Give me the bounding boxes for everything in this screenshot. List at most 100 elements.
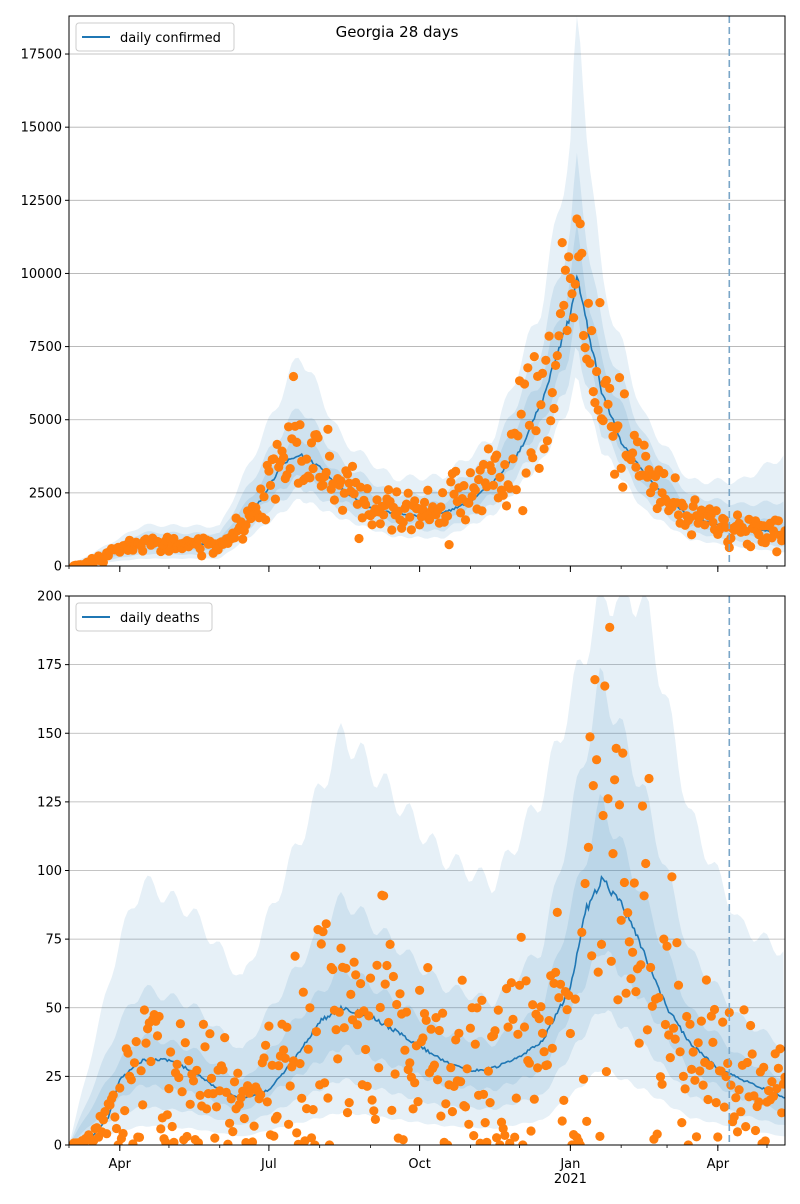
data-point (537, 368, 548, 378)
data-point (588, 387, 598, 397)
data-point (495, 472, 505, 482)
data-point (644, 773, 654, 784)
data-point (555, 309, 566, 319)
data-point (592, 366, 602, 377)
data-point (641, 451, 651, 461)
data-point (583, 298, 594, 308)
data-point (279, 1045, 289, 1055)
data-point (537, 1028, 548, 1038)
data-point (654, 993, 664, 1003)
data-point (678, 501, 689, 511)
y-tick-label: 17500 (21, 48, 62, 63)
data-point (629, 878, 639, 888)
data-point (249, 1121, 259, 1131)
legend-label: daily deaths (120, 611, 200, 626)
data-point (365, 973, 376, 983)
data-point (306, 1133, 317, 1143)
data-point (415, 985, 425, 995)
data-point (508, 1014, 518, 1024)
data-point (552, 351, 562, 361)
data-point (673, 510, 684, 520)
data-point (503, 1022, 513, 1032)
data-point (120, 1106, 130, 1116)
data-point (631, 462, 641, 472)
data-point (670, 1034, 680, 1044)
data-point (544, 1016, 554, 1026)
data-point (164, 1084, 174, 1094)
data-point (542, 1060, 553, 1070)
data-point (470, 485, 480, 495)
data-point (570, 994, 580, 1004)
data-point (673, 980, 684, 990)
data-point (424, 515, 435, 525)
data-point (367, 1095, 377, 1105)
data-point (139, 1005, 149, 1015)
data-point (592, 755, 602, 765)
data-point (732, 510, 743, 520)
data-point (395, 989, 405, 999)
data-point (372, 495, 382, 505)
data-point (551, 967, 561, 978)
data-point (349, 957, 359, 967)
x-tick-label: Jul (260, 1157, 277, 1172)
data-point (590, 398, 600, 408)
data-point (410, 496, 420, 506)
data-point (567, 289, 577, 299)
data-point (498, 490, 508, 500)
data-point (123, 1048, 133, 1058)
data-point (221, 1087, 231, 1097)
data-point (741, 1122, 751, 1132)
data-point (701, 975, 712, 985)
data-point (628, 448, 638, 458)
data-point (272, 1111, 282, 1121)
data-point (436, 502, 446, 512)
data-point (736, 1107, 746, 1117)
data-point (446, 1063, 456, 1073)
data-point (169, 533, 179, 544)
data-point (526, 1126, 536, 1136)
data-point (700, 520, 710, 530)
data-point (608, 431, 618, 441)
data-point (449, 489, 459, 499)
y-tick-label: 0 (54, 1139, 62, 1154)
data-point (279, 452, 289, 462)
data-point (370, 1114, 380, 1124)
data-point (374, 1063, 384, 1073)
y-tick-label: 5000 (29, 413, 62, 428)
data-point (362, 1081, 372, 1091)
data-point (264, 1021, 274, 1031)
data-point (610, 775, 620, 785)
data-point (721, 1071, 731, 1082)
data-point (659, 468, 669, 479)
data-point (775, 1044, 785, 1054)
data-point (685, 1019, 695, 1029)
data-point (511, 485, 521, 495)
data-point (746, 542, 756, 552)
data-point (595, 298, 605, 308)
data-point (488, 480, 498, 490)
legend-box (75, 602, 213, 632)
data-point (477, 995, 487, 1006)
data-point (669, 1023, 679, 1033)
data-point (264, 466, 274, 476)
data-point (334, 1007, 344, 1017)
data-point (339, 1023, 349, 1033)
data-point (647, 1001, 657, 1011)
data-point (708, 1037, 718, 1047)
data-point (141, 1038, 151, 1048)
data-point (305, 1003, 315, 1013)
data-point (423, 485, 433, 495)
data-point (193, 1138, 203, 1145)
data-point (320, 1078, 330, 1088)
x-tick-label: Oct (408, 1157, 430, 1172)
data-point (618, 482, 628, 492)
y-tick-label: 25 (45, 1070, 62, 1085)
data-point (772, 1084, 782, 1094)
data-point (492, 1133, 502, 1143)
data-point (323, 1093, 333, 1103)
data-point (665, 1053, 675, 1063)
data-point (446, 477, 456, 487)
data-point (460, 1102, 471, 1112)
